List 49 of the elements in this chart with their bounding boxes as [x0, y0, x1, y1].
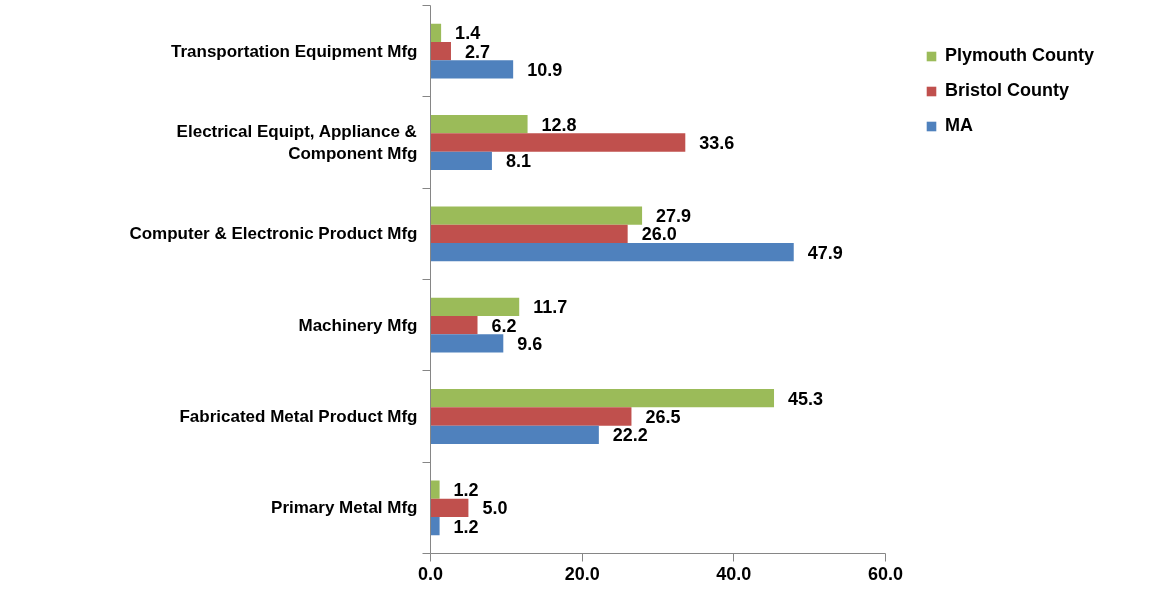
x-tick-label: 40.0: [716, 563, 752, 584]
bar: [430, 151, 492, 170]
bar: [430, 224, 628, 243]
data-label: 9.6: [517, 333, 543, 354]
data-label: 6.2: [491, 315, 517, 336]
bar: [430, 480, 440, 499]
data-label: 8.1: [505, 151, 531, 172]
data-label: 5.0: [482, 498, 508, 519]
y-tick-label: Primary Metal Mfg: [271, 498, 418, 518]
bar: [430, 133, 686, 152]
data-label: 1.2: [453, 516, 479, 537]
bar: [430, 389, 775, 408]
data-label: 2.7: [464, 41, 491, 62]
bar: [430, 407, 632, 426]
bar: [430, 334, 504, 353]
data-label: 10.9: [527, 59, 563, 80]
data-label: 1.4: [455, 23, 481, 44]
data-label: 47.9: [807, 242, 843, 263]
y-tick-label: Electrical Equipt, Appliance & Component Mfg: [176, 121, 418, 164]
legend-label: MA: [945, 115, 974, 136]
bar: [430, 425, 599, 444]
bar: [430, 242, 794, 262]
bar: [430, 23, 442, 43]
y-tick-label: Computer & Electronic Product Mfg: [129, 224, 418, 244]
x-tick-label: 60.0: [867, 563, 904, 584]
y-tick-label: Machinery Mfg: [298, 315, 418, 335]
data-label: 22.2: [612, 425, 648, 446]
bar: [430, 115, 528, 134]
bar: [430, 42, 451, 61]
bar: [430, 60, 514, 79]
data-label: 11.7: [533, 297, 568, 318]
data-label: 45.3: [788, 388, 824, 409]
legend-label: Plymouth County: [945, 45, 1095, 66]
bar: [430, 206, 643, 225]
data-label: 26.5: [645, 407, 681, 427]
y-tick-label: Transportation Equipment Mfg: [171, 41, 418, 61]
y-tick-label: Fabricated Metal Product Mfg: [179, 407, 418, 426]
x-tick-label: 0.0: [417, 563, 444, 584]
data-label: 1.2: [453, 480, 479, 501]
bar: [430, 516, 440, 536]
legend-label: Bristol County: [945, 80, 1070, 101]
bar: [430, 498, 469, 517]
data-label: 12.8: [541, 114, 577, 135]
data-label: 33.6: [699, 133, 735, 153]
data-label: 26.0: [641, 224, 677, 245]
data-label: 27.9: [656, 206, 692, 227]
bar: [430, 316, 478, 335]
x-tick-label: 20.0: [564, 563, 600, 584]
bar: [430, 297, 520, 317]
